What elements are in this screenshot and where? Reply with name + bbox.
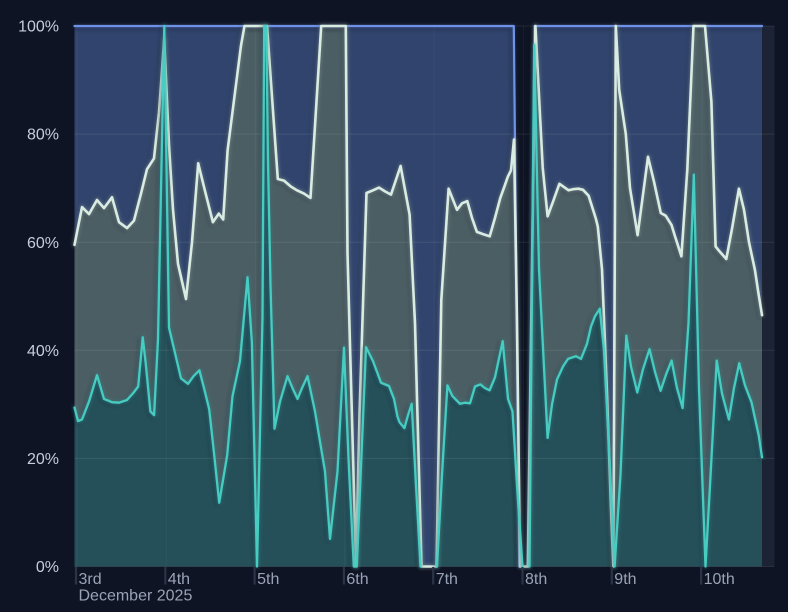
- svg-text:4th: 4th: [168, 571, 190, 588]
- svg-text:60%: 60%: [27, 235, 59, 252]
- svg-text:80%: 80%: [27, 127, 59, 144]
- svg-text:7th: 7th: [436, 571, 458, 588]
- svg-text:20%: 20%: [27, 451, 59, 468]
- svg-text:0%: 0%: [36, 559, 59, 576]
- svg-text:9th: 9th: [614, 571, 636, 588]
- svg-text:5th: 5th: [257, 571, 279, 588]
- svg-text:3rd: 3rd: [79, 571, 102, 588]
- svg-text:40%: 40%: [27, 343, 59, 360]
- svg-text:100%: 100%: [18, 19, 59, 36]
- svg-text:8th: 8th: [525, 571, 547, 588]
- svg-text:December 2025: December 2025: [79, 588, 193, 605]
- svg-text:6th: 6th: [346, 571, 368, 588]
- svg-text:10th: 10th: [704, 571, 735, 588]
